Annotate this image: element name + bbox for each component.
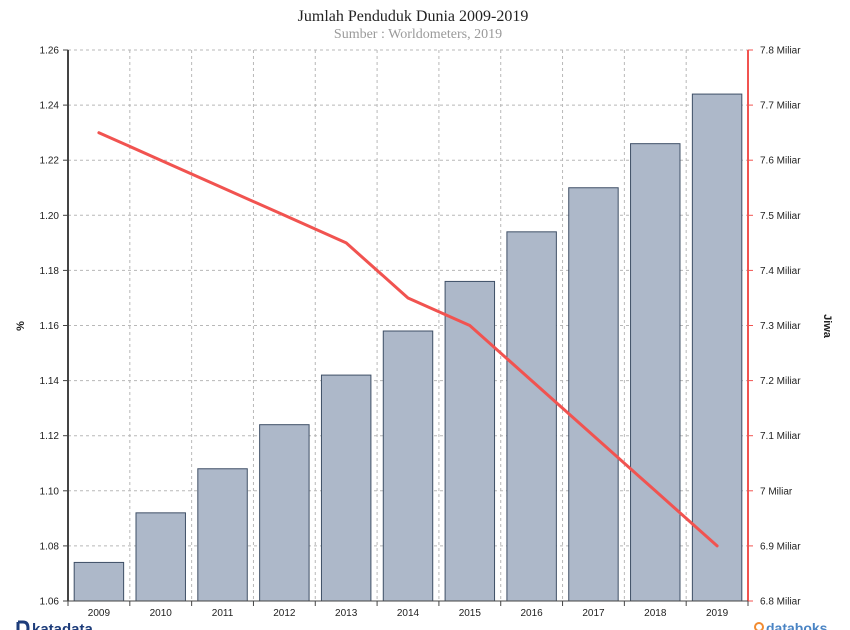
bar-2019[interactable] — [691, 93, 743, 602]
x-tick-label: 2017 — [582, 608, 605, 619]
line-layer — [97, 131, 719, 548]
y2-tick-label: 7.6 Miliar — [760, 156, 801, 167]
katadata-logo: katadata — [16, 620, 94, 630]
y-ticks: 1.06 1.08 1.10 1.12 1.14 1.16 1.18 1.20 1.22 1.24… — [40, 46, 68, 608]
y-tick-label: 1.14 — [40, 376, 60, 387]
y-tick-label: 1.06 — [40, 597, 60, 608]
y2-ticks: 6.8 Miliar 6.9 Miliar 7 Miliar 7.1 Miliar 7.… — [748, 46, 801, 608]
y2-tick-label: 7 Miliar — [760, 486, 793, 497]
y2-tick-label: 7.8 Miliar — [760, 46, 801, 57]
katadata-logo-text: katadata — [32, 621, 94, 630]
x-tick-label: 2012 — [273, 608, 296, 619]
x-tick-label: 2010 — [150, 608, 173, 619]
x-tick-label: 2013 — [335, 608, 358, 619]
databoks-logo-text: databoks — [766, 620, 828, 630]
y-tick-label: 1.16 — [40, 321, 60, 332]
x-tick-label: 2018 — [644, 608, 667, 619]
x-tick-label: 2016 — [521, 608, 544, 619]
y2-tick-label: 7.2 Miliar — [760, 376, 801, 387]
bar-2010[interactable] — [135, 512, 186, 602]
y2-tick-label: 7.4 Miliar — [760, 266, 801, 277]
y-tick-label: 1.08 — [40, 541, 60, 552]
bar-2017[interactable] — [568, 187, 619, 602]
bar-2014[interactable] — [382, 330, 434, 602]
x-ticks: 2009 2010 2011 2012 2013 2014 2015 2016 2017 2018… — [67, 601, 749, 619]
bar-2009[interactable] — [73, 561, 125, 602]
y-tick-label: 1.24 — [40, 101, 60, 112]
x-tick-label: 2015 — [459, 608, 482, 619]
y2-tick-label: 7.5 Miliar — [760, 211, 801, 222]
y-tick-label: 1.22 — [40, 156, 60, 167]
y-tick-label: 1.10 — [40, 486, 60, 497]
y-tick-label: 1.18 — [40, 266, 60, 277]
y2-tick-label: 6.8 Miliar — [760, 597, 801, 608]
bar-2016[interactable] — [506, 231, 557, 602]
x-tick-label: 2019 — [706, 608, 729, 619]
databoks-logo: databoks — [754, 620, 828, 630]
y-tick-label: 1.26 — [40, 46, 60, 57]
y2-tick-label: 7.3 Miliar — [760, 321, 801, 332]
growth-line[interactable] — [97, 131, 719, 548]
x-tick-label: 2014 — [397, 608, 420, 619]
bar-2011[interactable] — [197, 468, 248, 602]
x-tick-label: 2009 — [88, 608, 111, 619]
y-tick-label: 1.20 — [40, 211, 60, 222]
katadata-logo-icon — [16, 620, 30, 630]
chart-subtitle: Sumber : Worldometers, 2019 — [334, 27, 502, 42]
y-axis-title: % — [15, 321, 27, 331]
grid-x — [129, 50, 687, 601]
bar-2012[interactable] — [259, 424, 310, 602]
y2-tick-label: 7.1 Miliar — [760, 431, 801, 442]
databoks-logo-icon — [754, 622, 764, 630]
bar-2013[interactable] — [320, 374, 372, 602]
x-tick-label: 2011 — [212, 608, 234, 619]
y2-axis-title: Jiwa — [821, 314, 833, 339]
bars — [73, 93, 743, 602]
bar-2015[interactable] — [444, 280, 496, 602]
chart-title: Jumlah Penduduk Dunia 2009-2019 — [298, 8, 529, 25]
y-tick-label: 1.12 — [40, 431, 60, 442]
y2-tick-label: 7.7 Miliar — [760, 101, 801, 112]
y2-tick-label: 6.9 Miliar — [760, 541, 801, 552]
bar-2018[interactable] — [630, 143, 681, 602]
